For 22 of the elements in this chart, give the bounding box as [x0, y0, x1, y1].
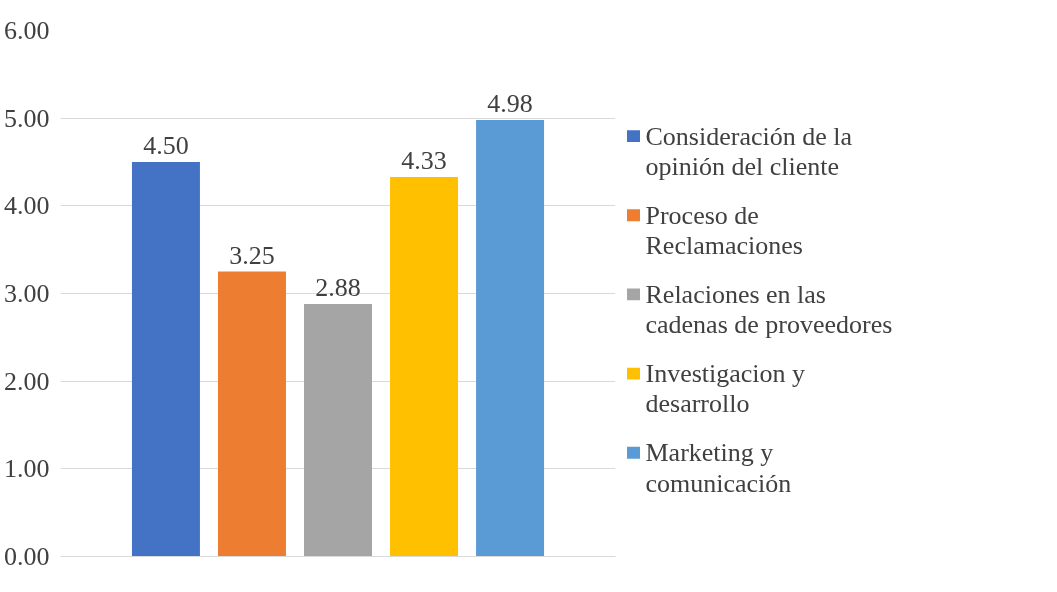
legend-label: Proceso de Reclamaciones — [645, 200, 803, 261]
y-tick-label: 2.00 — [4, 366, 50, 396]
data-label: 4.33 — [401, 145, 447, 175]
data-label: 2.88 — [315, 273, 361, 303]
bar — [304, 304, 372, 557]
y-tick-label: 6.00 — [4, 16, 50, 45]
y-tick-label: 0.00 — [4, 542, 50, 571]
data-label: 3.25 — [229, 240, 275, 270]
bar — [476, 119, 545, 557]
legend-label: Marketing y comunicación — [645, 438, 792, 498]
legend-label: Investigacion y desarrollo — [645, 359, 806, 419]
bar — [131, 162, 200, 557]
y-tick-label: 1.00 — [4, 454, 50, 484]
y-tick-label: 4.00 — [4, 191, 50, 221]
y-tick-label: 3.00 — [4, 279, 50, 308]
bar — [390, 176, 459, 557]
legend-label: Consideración de la opinión del cliente — [645, 121, 853, 181]
data-label: 4.50 — [143, 131, 189, 160]
bar — [217, 271, 286, 557]
y-tick-label: 5.00 — [4, 103, 50, 133]
data-label: 4.98 — [487, 88, 533, 118]
legend-label: Relaciones en las cadenas de proveedores — [645, 279, 893, 340]
